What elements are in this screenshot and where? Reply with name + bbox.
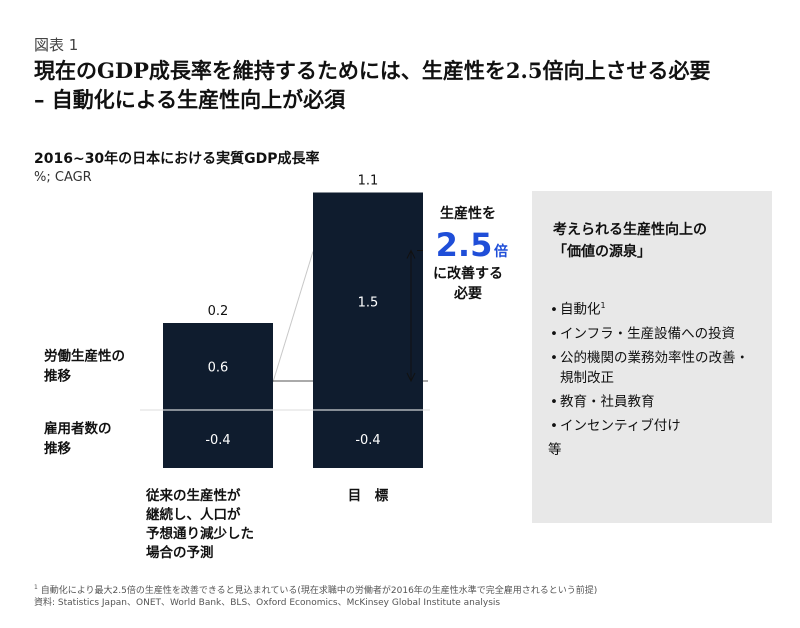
footnote-text: 1 自動化により最大2.5倍の生産性を改善できると見込まれている(現在求職中の労… (34, 582, 597, 597)
value-sources-title-line-1: 考えられる生産性向上の (553, 222, 707, 238)
bar-employment (313, 410, 423, 468)
annotation-text: 生産性を (440, 205, 496, 222)
footnote-marker: 1 (34, 584, 38, 591)
data-label: 0.6 (208, 361, 229, 376)
list-item-text: 教育・社員教育 (560, 393, 655, 410)
bullet: • (550, 325, 558, 342)
total-label: 1.1 (358, 174, 379, 189)
series-label: 推移 (44, 440, 71, 457)
bar-productivity (163, 323, 273, 410)
category-label: 予想通り減少した (146, 525, 254, 542)
figure-label: 図表 1 (34, 36, 79, 54)
annotation-text: に改善する (433, 265, 503, 282)
connector-line (272, 251, 314, 383)
category-label: 目 標 (348, 487, 389, 504)
list-item-etc: 等 (548, 441, 562, 458)
value-sources-panel (532, 191, 772, 523)
series-label: 推移 (44, 368, 71, 385)
title-line-1: 現在のGDP成長率を維持するためには、生産性を2.5倍向上させる必要 (34, 58, 711, 83)
page-title: 現在のGDP成長率を維持するためには、生産性を2.5倍向上させる必要 – 自動化… (34, 56, 710, 114)
footnote-body: 自動化により最大2.5倍の生産性を改善できると見込まれている(現在求職中の労働者… (40, 586, 598, 596)
value-sources-title: 考えられる生産性向上の 「価値の源泉」 (553, 219, 707, 263)
chart-title: 2016~30年の日本における実質GDP成長率 (34, 151, 320, 167)
list-item: • 教育・社員教育 (548, 392, 760, 412)
total-label: 0.2 (208, 304, 229, 319)
list-item-text: インセンティブ付け (560, 417, 681, 434)
gdp-growth-chart: 0.6-0.40.21.5-0.41.1労働生産性の推移雇用者数の推移従来の生産… (44, 174, 508, 562)
data-label: -0.4 (205, 433, 230, 448)
series-label: 労働生産性の (44, 348, 125, 365)
data-label: 1.5 (358, 295, 379, 310)
data-label: -0.4 (355, 433, 380, 448)
bullet: • (550, 393, 558, 410)
list-item-text: 自動化 (560, 301, 601, 318)
bullet: • (550, 417, 558, 434)
bar-employment (163, 410, 273, 468)
bullet: • (550, 301, 558, 318)
bar-productivity (313, 192, 423, 410)
list-item-text: 公的機関の業務効率性の改善・規制改正 (560, 349, 749, 386)
arrow-head-down (406, 372, 416, 383)
value-sources-list: • 自動化1 • インフラ・生産設備への投資 • 公的機関の業務効率性の改善・規制改正… (548, 296, 760, 464)
category-label: 継続し、人口が (146, 506, 241, 523)
list-item: • 公的機関の業務効率性の改善・規制改正 (548, 348, 760, 388)
source-text: 資料: Statistics Japan、ONET、World Bank、BLS… (34, 598, 501, 608)
list-item: • インセンティブ付け (548, 416, 760, 436)
annotation-multiplier-suffix: 倍 (494, 243, 508, 260)
footnote: 1 自動化により最大2.5倍の生産性を改善できると見込まれている(現在求職中の労… (34, 582, 597, 609)
title-line-2: – 自動化による生産性向上が必須 (34, 87, 346, 112)
category-label: 場合の予測 (146, 544, 214, 561)
bullet: • (550, 349, 558, 366)
list-item: • 自動化1 (548, 296, 760, 320)
category-label: 従来の生産性が (145, 487, 241, 504)
annotation-multiplier: 2.5 (436, 226, 493, 264)
series-label: 雇用者数の (44, 420, 112, 437)
value-sources-title-line-2: 「価値の源泉」 (553, 244, 651, 260)
list-item-text: インフラ・生産設備への投資 (560, 325, 736, 342)
annotation-text: 必要 (453, 285, 482, 302)
arrow-head-up (406, 249, 416, 259)
list-item: • インフラ・生産設備への投資 (548, 324, 760, 344)
footnote-marker: 1 (600, 301, 606, 310)
chart-unit: %; CAGR (34, 170, 92, 185)
